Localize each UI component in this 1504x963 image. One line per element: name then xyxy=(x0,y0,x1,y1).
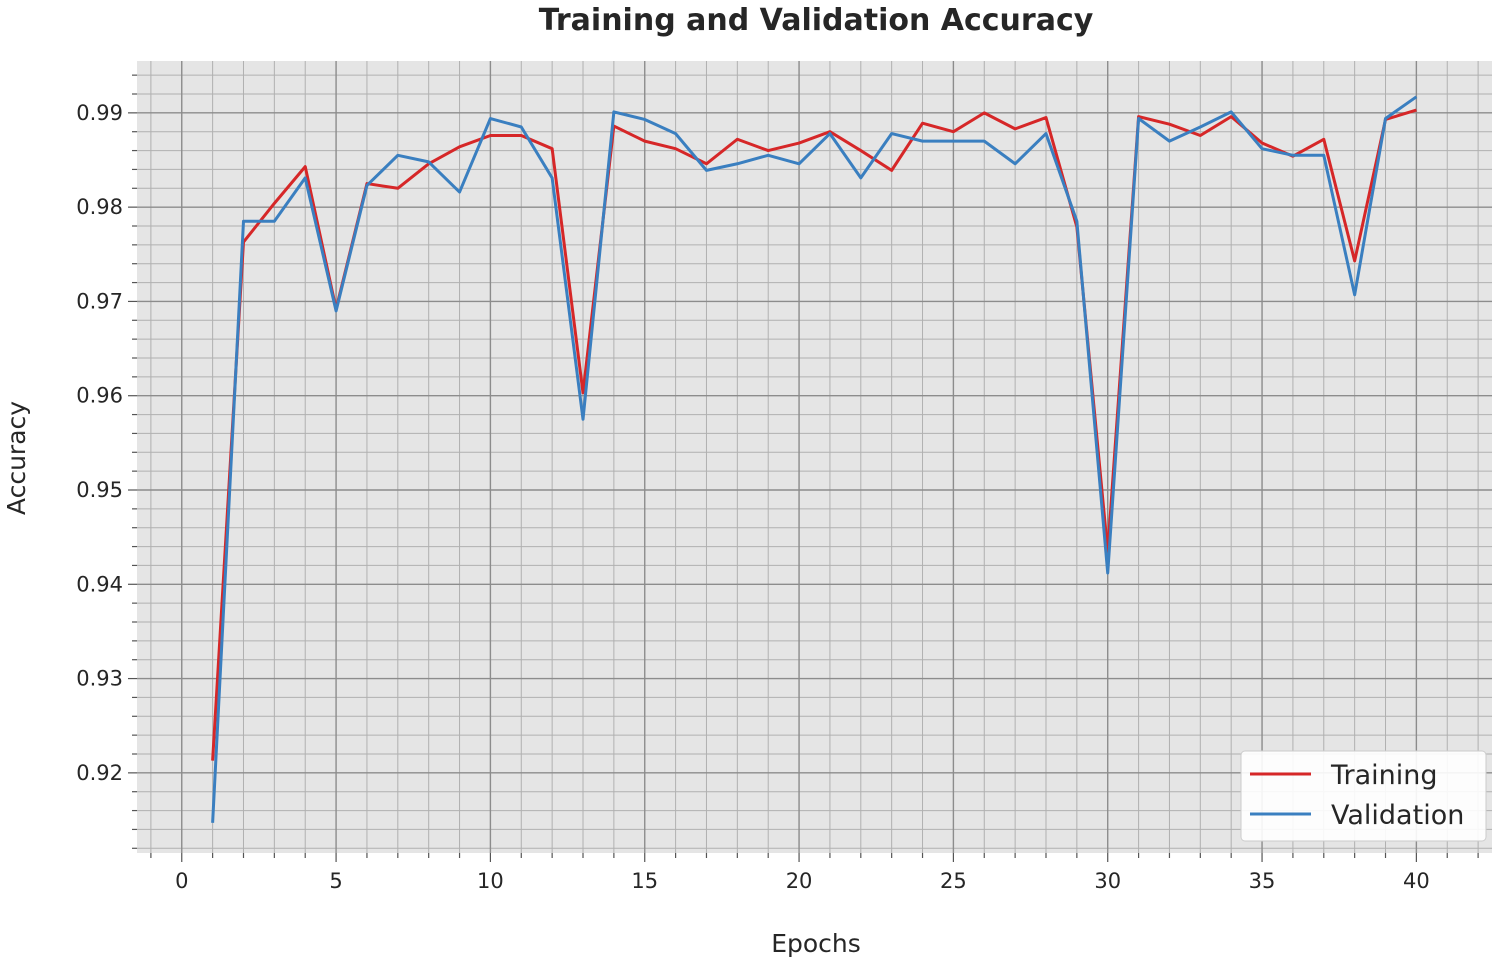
y-axis: 0.92 0.93 0.94 0.95 0.96 0.97 0.98 0.99 xyxy=(76,74,137,849)
legend-label-validation: Validation xyxy=(1331,800,1464,831)
series-line-validation xyxy=(211,95,1418,823)
x-tick-label: 30 xyxy=(1094,869,1121,893)
y-tick-label: 0.92 xyxy=(76,761,123,785)
x-tick-label: 25 xyxy=(940,869,967,893)
y-tick-label: 0.96 xyxy=(76,384,123,408)
series-lines xyxy=(211,95,1418,823)
x-axis: 0 5 10 15 20 25 30 35 40 xyxy=(150,853,1479,893)
y-axis-label: Accuracy xyxy=(2,401,31,515)
y-tick-label: 0.95 xyxy=(76,478,123,502)
y-tick-label: 0.99 xyxy=(76,101,123,125)
x-tick-label: 40 xyxy=(1403,869,1430,893)
x-tick-label: 5 xyxy=(329,869,342,893)
x-tick-label: 35 xyxy=(1249,869,1276,893)
x-tick-label: 0 xyxy=(175,869,188,893)
legend: Training Validation xyxy=(1240,750,1487,842)
x-tick-label: 15 xyxy=(631,869,658,893)
series-line-training xyxy=(211,108,1417,761)
y-tick-label: 0.94 xyxy=(76,572,123,596)
y-tick-label: 0.97 xyxy=(76,289,123,313)
x-tick-label: 10 xyxy=(477,869,504,893)
y-tick-label: 0.98 xyxy=(76,195,123,219)
x-tick-label: 20 xyxy=(786,869,813,893)
chart-title: Training and Validation Accuracy xyxy=(539,3,1094,38)
plot-background xyxy=(137,61,1492,853)
x-axis-label: Epochs xyxy=(771,929,861,958)
legend-label-training: Training xyxy=(1330,760,1438,791)
y-tick-label: 0.93 xyxy=(76,667,123,691)
